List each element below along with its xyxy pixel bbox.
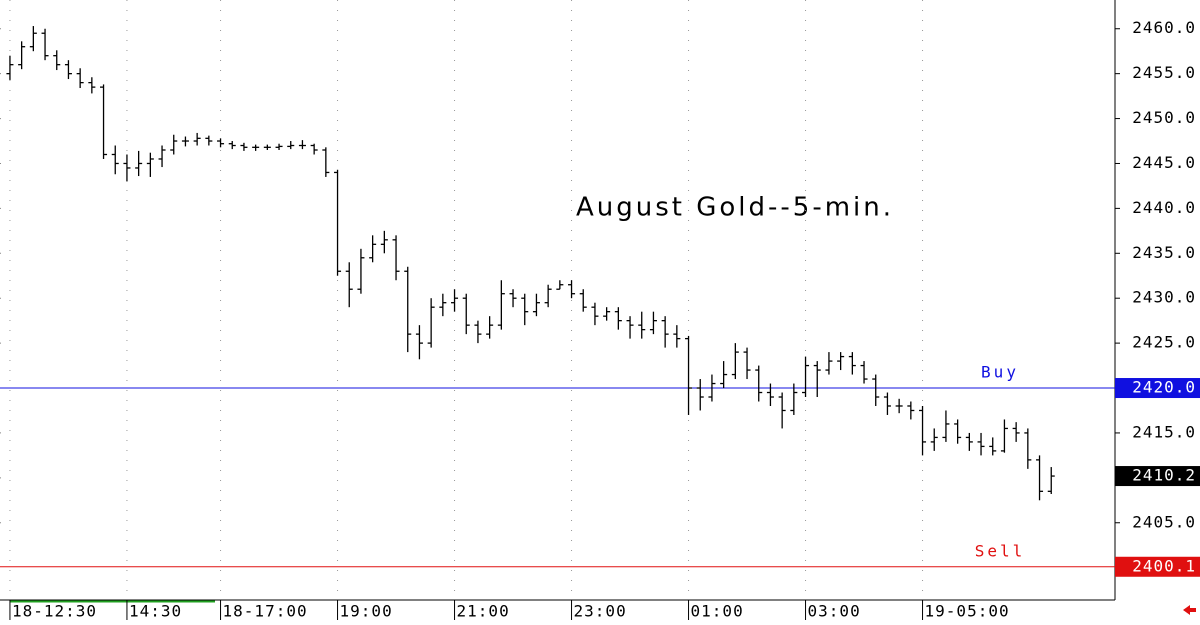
y-tick-label: 2430.0 (1132, 288, 1196, 307)
y-tick-label: 2440.0 (1132, 198, 1196, 217)
y-tick-label: 2405.0 (1132, 512, 1196, 531)
x-tick-label: 19-05:00 (925, 602, 1010, 621)
y-tick-label: 2460.0 (1132, 18, 1196, 37)
reference-value-box (1115, 556, 1200, 577)
x-tick-label: 23:00 (574, 602, 627, 621)
reference-value: 2420.0 (1132, 378, 1196, 397)
x-tick-label: 03:00 (808, 602, 861, 621)
x-tick-label: 21:00 (457, 602, 510, 621)
x-tick-label: 19:00 (340, 602, 393, 621)
y-tick-label: 2455.0 (1132, 63, 1196, 82)
reference-name: Sell (975, 541, 1026, 560)
x-tick-label: 14:30 (129, 602, 182, 621)
x-tick-label: 01:00 (691, 602, 744, 621)
reference-name: Buy (981, 363, 1019, 382)
y-tick-label: 2445.0 (1132, 153, 1196, 172)
chart-title: August Gold--5-min. (576, 193, 894, 223)
y-tick-label: 2450.0 (1132, 108, 1196, 127)
reference-value: 2400.1 (1132, 556, 1196, 575)
y-tick-label: 2435.0 (1132, 243, 1196, 262)
last-price-box (1115, 466, 1200, 487)
y-tick-label: 2415.0 (1132, 422, 1196, 441)
x-tick-label: 18-12:30 (12, 602, 97, 621)
scroll-arrow (1183, 605, 1196, 615)
last-price-label: 2410.2 (1132, 466, 1196, 485)
x-tick-label: 18-17:00 (223, 602, 308, 621)
reference-value-box (1115, 378, 1200, 399)
y-tick-label: 2425.0 (1132, 333, 1196, 352)
